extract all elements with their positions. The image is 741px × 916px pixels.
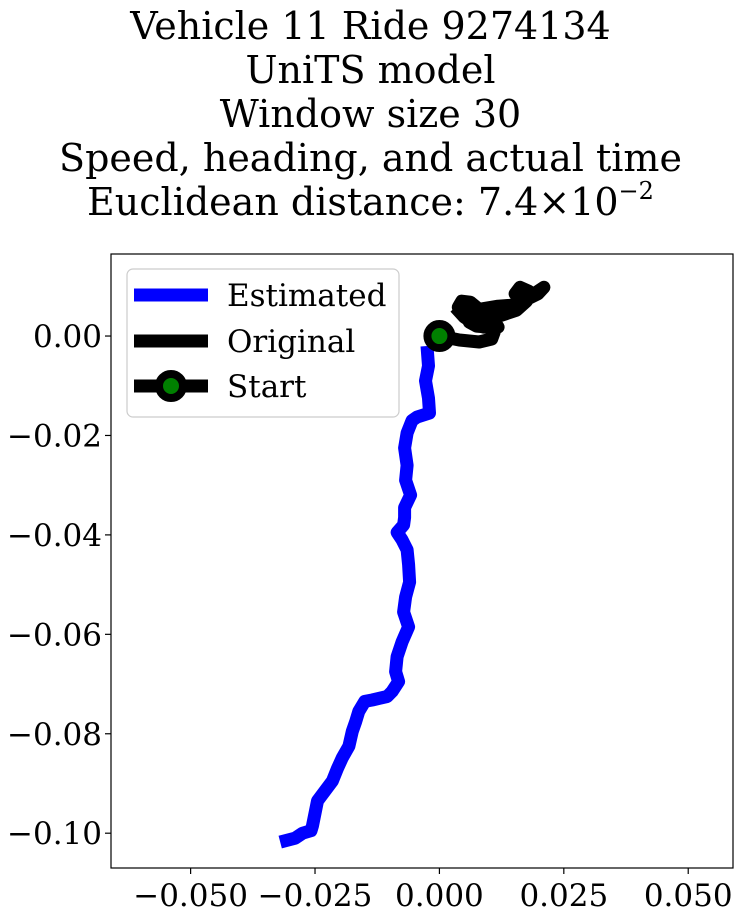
x-axis: −0.050 −0.025 0.000 0.025 0.050 xyxy=(133,868,733,914)
legend-start-label: Start xyxy=(227,369,307,405)
series-line-estimated xyxy=(278,345,436,849)
x-tick-label: 0.000 xyxy=(395,878,484,914)
x-tick-label: 0.050 xyxy=(644,878,733,914)
legend-original-label: Original xyxy=(227,324,355,360)
x-tick-label: 0.025 xyxy=(519,878,608,914)
distance-mantissa: 7.4 xyxy=(477,180,539,224)
legend: Estimated Original Start xyxy=(126,268,400,418)
y-axis: 0.00 −0.02 −0.04 −0.06 −0.08 −0.10 xyxy=(7,319,111,852)
y-tick-label: −0.06 xyxy=(7,617,102,653)
plot-frame xyxy=(110,253,734,869)
distance-base: 10 xyxy=(570,180,619,224)
start-marker xyxy=(423,320,456,353)
title-line-model: UniTS model xyxy=(245,48,496,92)
y-tick-label: −0.04 xyxy=(7,518,102,554)
distance-exponent: −2 xyxy=(618,177,654,205)
y-tick-label: −0.08 xyxy=(7,717,102,753)
legend-estimated-label: Estimated xyxy=(227,278,386,314)
title-line-distance: Euclidean distance: 7.4×10−2 xyxy=(0,177,741,224)
distance-times: × xyxy=(538,180,571,224)
chart-title: Vehicle 11 Ride 9274134 UniTS model Wind… xyxy=(0,4,741,224)
series-layer xyxy=(278,280,551,849)
y-tick-label: −0.10 xyxy=(7,816,102,852)
series-line-original xyxy=(438,280,551,349)
title-line-vehicle: Vehicle 11 Ride 9274134 xyxy=(130,4,611,48)
title-line-window: Window size 30 xyxy=(219,92,522,136)
y-tick-label: 0.00 xyxy=(33,319,102,355)
y-tick-label: −0.02 xyxy=(7,418,102,454)
title-line-features: Speed, heading, and actual time xyxy=(59,136,682,180)
x-tick-label: −0.050 xyxy=(133,878,248,914)
legend-start-marker xyxy=(155,370,187,402)
distance-label: Euclidean distance: xyxy=(87,180,478,224)
x-tick-label: −0.025 xyxy=(258,878,373,914)
